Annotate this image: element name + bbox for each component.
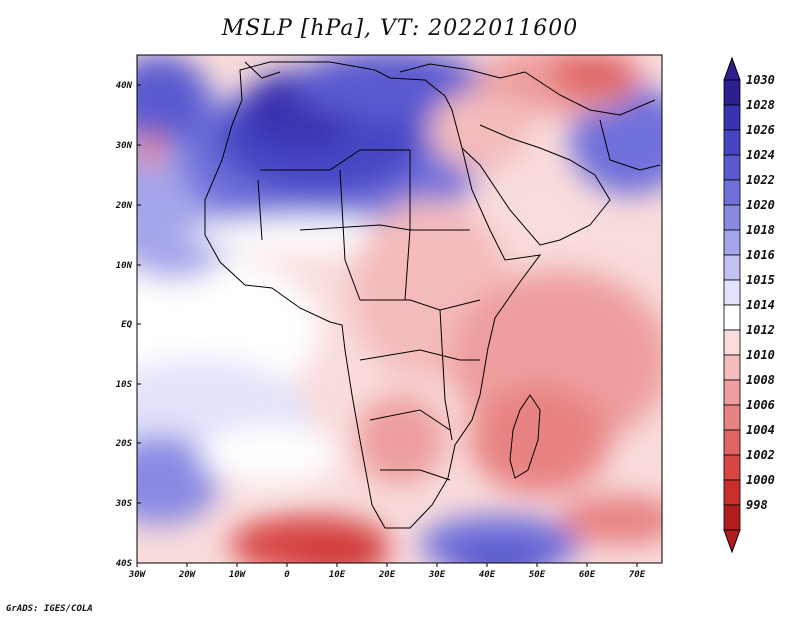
colorbar-swatch	[723, 179, 741, 206]
colorbar-label: 1028	[746, 98, 775, 112]
colorbar-swatch	[723, 404, 741, 431]
lat-label-40n: 40N	[116, 81, 133, 91]
colorbar-label: 1014	[746, 298, 775, 312]
colorbar-swatch	[723, 379, 741, 406]
colorbar-swatch	[723, 304, 741, 331]
lat-label-30s: 30S	[115, 499, 133, 509]
lat-label-10n: 10N	[116, 261, 133, 271]
lat-label-20s: 20S	[115, 439, 133, 449]
colorbar-label: 1012	[746, 323, 775, 337]
colorbar-label: 1024	[746, 148, 775, 162]
lon-label-10e: 10E	[329, 570, 346, 580]
colorbar: 1030 1028 1026 1024 1022 1020 1018 1016 1015 1014…	[723, 56, 775, 554]
lat-label-eq: EQ	[121, 320, 132, 330]
colorbar-swatch	[723, 254, 741, 281]
lon-label-30w: 30W	[128, 570, 147, 580]
colorbar-swatch	[723, 229, 741, 256]
footer-credit: GrADS: IGES/COLA	[6, 604, 93, 614]
colorbar-label: 1022	[746, 173, 775, 187]
colorbar-swatch	[723, 129, 741, 156]
coastlines	[204, 61, 661, 529]
colorbar-swatch	[723, 154, 741, 181]
lon-label-50e: 50E	[529, 570, 546, 580]
colorbar-label: 1030	[746, 73, 775, 87]
lon-label-40e: 40E	[479, 570, 496, 580]
colorbar-label: 1000	[746, 473, 775, 487]
colorbar-swatch	[723, 354, 741, 381]
lon-label-70e: 70E	[629, 570, 646, 580]
colorbar-label: 1016	[746, 248, 775, 262]
colorbar-swatch	[723, 454, 741, 481]
colorbar-label: 1020	[746, 198, 775, 212]
lon-label-20e: 20E	[378, 570, 396, 580]
colorbar-label: 1006	[746, 398, 775, 412]
lon-label-20w: 20W	[178, 570, 197, 580]
lat-label-10s: 10S	[116, 380, 133, 390]
lat-axis-labels: 40N 30N 20N 10N EQ 10S 20S 30S 40S	[115, 81, 133, 569]
lat-label-30n: 30N	[115, 141, 133, 151]
colorbar-label: 1002	[746, 448, 775, 462]
colorbar-swatch	[723, 79, 741, 106]
colorbar-swatch	[723, 429, 741, 456]
colorbar-label: 1015	[746, 273, 775, 287]
lon-label-60e: 60E	[579, 570, 596, 580]
tick-marks	[136, 84, 638, 567]
colorbar-label: 1010	[746, 348, 775, 362]
colorbar-label: 998	[746, 498, 768, 512]
map-title: MSLP [hPa], VT: 2022011600	[221, 16, 579, 41]
lon-label-30e: 30E	[428, 570, 446, 580]
lat-label-20n: 20N	[115, 201, 133, 211]
colorbar-label: 1018	[746, 223, 775, 237]
plot-frame	[136, 54, 663, 564]
colorbar-swatch	[723, 329, 741, 356]
colorbar-arrow-top	[723, 56, 741, 81]
lat-label-40s: 40S	[116, 559, 133, 569]
lon-label-10w: 10W	[229, 570, 247, 580]
colorbar-swatch	[723, 479, 741, 506]
colorbar-arrow-bottom	[723, 529, 741, 554]
lon-label-0: 0	[284, 570, 290, 580]
pressure-field	[137, 55, 662, 563]
colorbar-label: 1026	[746, 123, 775, 137]
colorbar-swatch	[723, 279, 741, 306]
colorbar-label: 1008	[746, 373, 775, 387]
colorbar-swatch	[723, 504, 741, 531]
colorbar-swatch	[723, 104, 741, 131]
colorbar-label: 1004	[746, 423, 775, 437]
colorbar-swatch	[723, 204, 741, 231]
lon-axis-labels: 30W 20W 10W 0 10E 20E 30E 40E 50E 60E 70…	[128, 570, 646, 580]
